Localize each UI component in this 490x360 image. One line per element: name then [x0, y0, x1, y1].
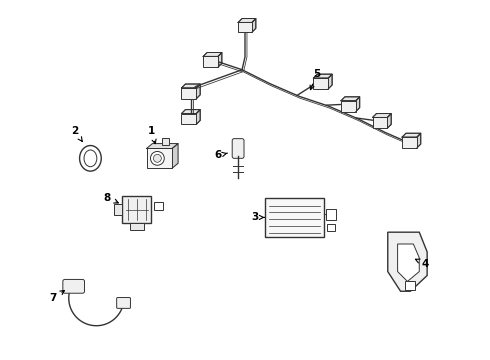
Circle shape — [153, 154, 161, 162]
Ellipse shape — [84, 150, 97, 167]
Bar — [162, 138, 169, 145]
Bar — [372, 117, 387, 128]
Bar — [238, 22, 252, 32]
Polygon shape — [147, 144, 178, 148]
FancyBboxPatch shape — [63, 279, 84, 293]
Polygon shape — [356, 97, 360, 112]
Polygon shape — [417, 133, 421, 148]
Polygon shape — [181, 84, 200, 88]
Bar — [154, 202, 163, 210]
Text: 6: 6 — [215, 150, 227, 161]
Text: 5: 5 — [310, 69, 320, 90]
Polygon shape — [196, 109, 200, 124]
Bar — [402, 137, 417, 148]
Bar — [203, 57, 218, 67]
Circle shape — [150, 152, 164, 165]
Polygon shape — [372, 113, 391, 117]
Text: 2: 2 — [71, 126, 82, 141]
Bar — [406, 281, 416, 290]
Polygon shape — [328, 74, 332, 89]
Bar — [327, 224, 335, 231]
Text: 1: 1 — [148, 126, 156, 144]
Polygon shape — [402, 133, 421, 137]
Text: 8: 8 — [103, 193, 118, 203]
Polygon shape — [238, 18, 256, 22]
FancyBboxPatch shape — [117, 297, 130, 309]
Text: 7: 7 — [49, 291, 64, 303]
Polygon shape — [196, 84, 200, 99]
Bar — [130, 223, 144, 230]
Polygon shape — [387, 113, 391, 128]
Bar — [326, 208, 336, 220]
Polygon shape — [388, 232, 427, 291]
Polygon shape — [203, 53, 222, 57]
FancyBboxPatch shape — [122, 196, 151, 223]
FancyBboxPatch shape — [232, 139, 244, 158]
Polygon shape — [218, 53, 222, 67]
Bar — [147, 148, 172, 168]
Polygon shape — [341, 97, 360, 101]
Polygon shape — [397, 244, 419, 282]
Bar — [181, 113, 196, 124]
Bar — [181, 88, 196, 99]
Text: 3: 3 — [251, 212, 264, 222]
Polygon shape — [181, 109, 200, 113]
Bar — [314, 78, 328, 89]
Ellipse shape — [79, 145, 101, 171]
Polygon shape — [252, 18, 256, 32]
Polygon shape — [314, 74, 332, 78]
Text: 4: 4 — [416, 259, 429, 269]
Bar — [114, 204, 122, 215]
Bar — [341, 101, 356, 112]
FancyBboxPatch shape — [265, 198, 324, 237]
Polygon shape — [172, 144, 178, 168]
